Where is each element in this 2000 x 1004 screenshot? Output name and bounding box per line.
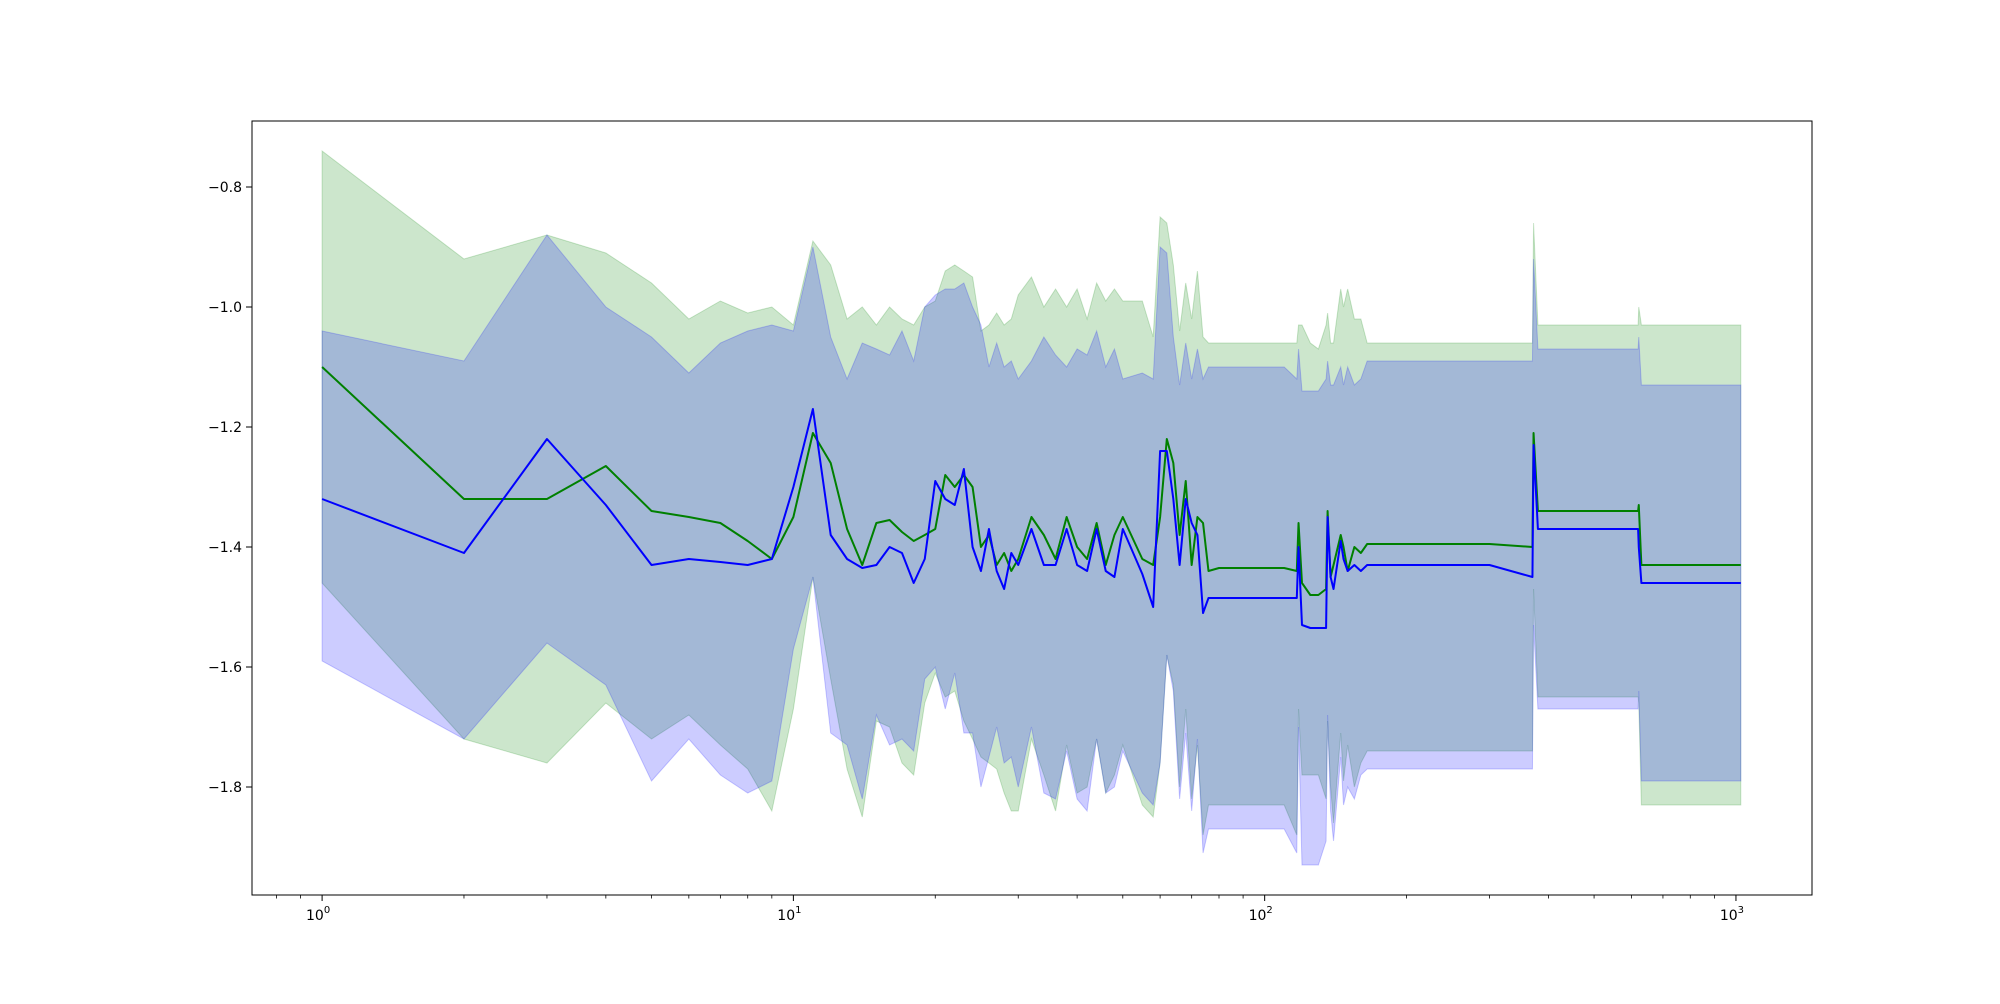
- y-axis: −0.8 −1.0 −1.2 −1.4 −1.6 −1.8: [208, 180, 252, 796]
- y-tick-label: −1.6: [208, 660, 242, 676]
- series-0-band: [321, 149, 1742, 836]
- series-1-band: [321, 234, 1742, 866]
- y-tick-label: −1.0: [208, 300, 242, 316]
- x-tick-label: 101: [777, 905, 801, 924]
- y-tick-label: −1.8: [208, 780, 242, 796]
- x-tick-label: 100: [306, 905, 330, 924]
- series-1-line: [321, 408, 1741, 629]
- plot-frame: [251, 120, 1813, 896]
- series-0-line: [321, 366, 1741, 596]
- confidence-bands: [321, 149, 1742, 866]
- x-tick-label: 102: [1249, 905, 1273, 924]
- series-lines: [321, 366, 1741, 629]
- x-axis: 100 101 102 103: [276, 895, 1744, 924]
- y-tick-label: −1.2: [208, 420, 242, 436]
- y-tick-label: −0.8: [208, 180, 242, 196]
- y-tick-label: −1.4: [208, 540, 242, 556]
- x-tick-label: 103: [1720, 905, 1744, 924]
